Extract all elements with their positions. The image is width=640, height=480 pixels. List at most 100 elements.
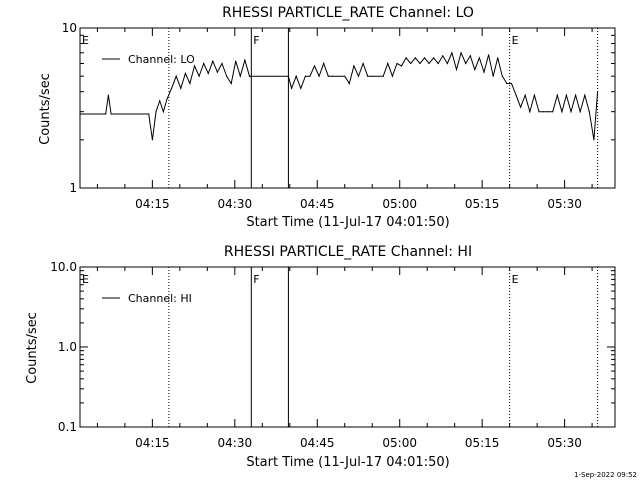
plot-frame bbox=[79, 266, 616, 428]
data-point bbox=[198, 75, 200, 77]
panel-hi: RHESSI PARTICLE_RATE Channel: HI Start T… bbox=[25, 244, 616, 470]
data-point bbox=[538, 111, 540, 113]
flag-label: E bbox=[82, 273, 89, 286]
data-point bbox=[371, 75, 373, 77]
data-point bbox=[437, 62, 439, 65]
data-point bbox=[313, 65, 316, 67]
data-point bbox=[455, 68, 458, 71]
data-point bbox=[396, 62, 398, 65]
data-point bbox=[327, 75, 329, 77]
flag-label: E bbox=[512, 34, 519, 47]
data-point bbox=[575, 94, 577, 96]
data-point bbox=[465, 62, 467, 65]
data-point bbox=[400, 65, 403, 67]
data-point bbox=[353, 65, 355, 67]
x-tick-label: 04:30 bbox=[218, 197, 253, 211]
data-point bbox=[442, 55, 444, 57]
data-point bbox=[180, 87, 182, 89]
y-axis-label-hi: Counts/sec bbox=[25, 312, 40, 384]
data-point bbox=[318, 75, 320, 77]
chart-title-lo: RHESSI PARTICLE_RATE Channel: LO bbox=[222, 5, 474, 21]
data-point bbox=[357, 75, 360, 77]
data-point bbox=[547, 111, 549, 113]
data-point bbox=[193, 65, 196, 67]
data-point bbox=[239, 75, 241, 77]
data-point bbox=[295, 75, 297, 77]
plot-timestamp: 1-Sep-2022 09:52 bbox=[574, 471, 637, 479]
data-point bbox=[565, 94, 568, 96]
data-point bbox=[203, 62, 205, 65]
data-point bbox=[216, 71, 218, 73]
data-point bbox=[79, 113, 81, 115]
data-point bbox=[588, 111, 590, 113]
flag-label: E bbox=[82, 34, 89, 47]
data-point bbox=[501, 75, 503, 77]
data-point bbox=[478, 57, 480, 59]
data-point bbox=[382, 75, 384, 77]
data-point bbox=[221, 62, 223, 65]
series-line bbox=[80, 51, 599, 140]
data-point bbox=[552, 111, 554, 113]
data-point bbox=[332, 75, 334, 77]
data-point bbox=[235, 60, 237, 62]
data-point bbox=[515, 94, 517, 96]
data-point bbox=[323, 62, 325, 65]
data-point bbox=[593, 139, 595, 141]
legend-label: Channel: LO bbox=[128, 53, 195, 66]
data-point bbox=[584, 94, 586, 96]
x-tick-label: 05:00 bbox=[382, 197, 417, 211]
data-point bbox=[113, 113, 115, 115]
data-point bbox=[414, 57, 416, 59]
flag-label: F bbox=[253, 34, 259, 47]
y-tick-label: 1 bbox=[69, 181, 77, 195]
data-point bbox=[433, 57, 435, 59]
data-point bbox=[344, 75, 346, 77]
data-point bbox=[451, 52, 453, 54]
data-point bbox=[175, 75, 177, 77]
data-point bbox=[529, 111, 531, 113]
data-point bbox=[510, 82, 513, 85]
data-point bbox=[542, 111, 545, 113]
data-point bbox=[428, 62, 430, 65]
data-point bbox=[387, 62, 389, 65]
data-point bbox=[300, 87, 302, 89]
x-axis-label-hi: Start Time (11-Jul-17 04:01:50) bbox=[246, 455, 449, 470]
flag-label: F bbox=[253, 273, 259, 286]
x-tick-label: 04:45 bbox=[300, 197, 335, 211]
y-axis-label-lo: Counts/sec bbox=[38, 73, 53, 145]
data-point bbox=[570, 111, 572, 113]
data-point bbox=[230, 82, 232, 85]
data-point bbox=[189, 82, 191, 85]
data-point bbox=[579, 111, 581, 113]
data-point bbox=[488, 54, 490, 56]
data-point bbox=[410, 62, 412, 65]
x-tick-label: 05:00 bbox=[382, 436, 417, 450]
x-axis-label-lo: Start Time (11-Jul-17 04:01:50) bbox=[246, 215, 449, 230]
data-point bbox=[212, 60, 214, 62]
x-tick-label: 05:15 bbox=[465, 436, 500, 450]
data-point bbox=[304, 75, 306, 77]
x-tick-label: 04:15 bbox=[135, 436, 170, 450]
y-tick-label: 0.1 bbox=[58, 420, 77, 434]
data-point bbox=[159, 100, 161, 102]
y-tick-label: 1.0 bbox=[58, 340, 77, 354]
chart-title-hi: RHESSI PARTICLE_RATE Channel: HI bbox=[224, 244, 472, 260]
data-point bbox=[367, 75, 369, 77]
x-tick-label: 05:30 bbox=[547, 436, 582, 450]
data-point bbox=[446, 62, 448, 65]
y-tick-label: 10 bbox=[62, 21, 77, 35]
data-point bbox=[151, 139, 153, 141]
data-point bbox=[483, 71, 485, 73]
x-tick-label: 04:15 bbox=[135, 197, 170, 211]
data-point bbox=[520, 106, 522, 108]
data-point bbox=[362, 62, 364, 65]
x-tick-label: 05:15 bbox=[465, 197, 500, 211]
data-point bbox=[291, 87, 293, 89]
y-tick-label: 10.0 bbox=[50, 260, 77, 274]
data-point bbox=[460, 52, 462, 54]
data-point bbox=[423, 57, 426, 59]
data-point bbox=[309, 75, 311, 77]
plot-frame bbox=[79, 27, 616, 189]
data-point bbox=[110, 113, 112, 115]
